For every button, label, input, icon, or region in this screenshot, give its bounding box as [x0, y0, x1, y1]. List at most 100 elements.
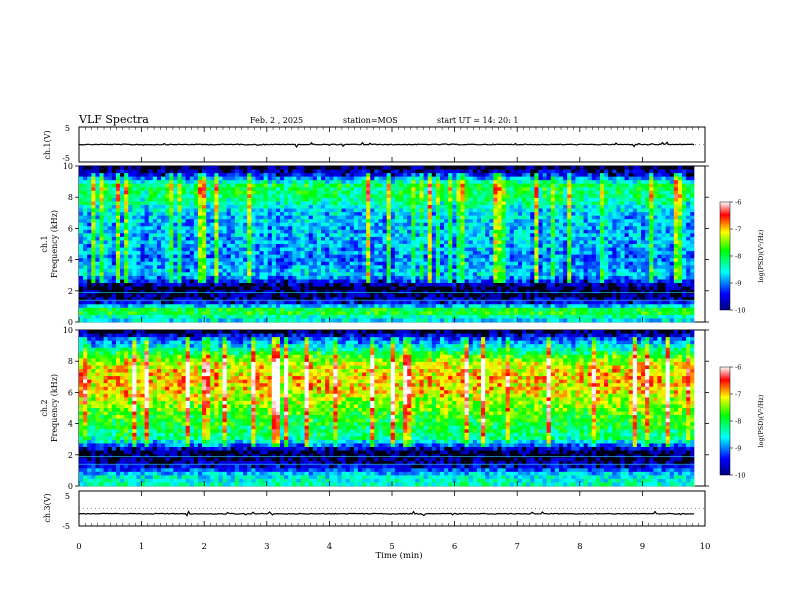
- spectrogram-cell: [99, 205, 104, 209]
- spectrogram-cell: [337, 300, 342, 305]
- spectrogram-cell: [517, 300, 523, 305]
- spectrogram-cell: [509, 226, 515, 231]
- spectrogram-cell: [386, 173, 392, 177]
- spectrogram-cell: [275, 201, 281, 206]
- spectrogram-cell: [378, 286, 383, 291]
- spectrogram-cell: [452, 176, 457, 181]
- spectrogram-cell: [156, 208, 162, 213]
- spectrogram-cell: [337, 215, 342, 220]
- spectrogram-cell: [349, 173, 355, 177]
- spectrogram-cell: [259, 258, 264, 263]
- spectrogram-cell: [489, 304, 494, 309]
- spectrogram-cell: [238, 190, 244, 195]
- spectrogram-cell: [152, 205, 158, 209]
- spectrogram-cell: [202, 190, 207, 195]
- spectrogram-cell: [357, 290, 363, 294]
- spectrogram-cell: [165, 286, 170, 291]
- spectrogram-cell: [255, 226, 260, 231]
- spectrogram-cell: [271, 258, 277, 263]
- spectrogram-cell: [288, 258, 293, 263]
- spectrogram-cell: [206, 254, 211, 259]
- spectrogram-cell: [345, 265, 351, 270]
- spectrogram-cell: [472, 169, 478, 174]
- spectrogram-cell: [243, 247, 248, 252]
- spectrogram-cell: [169, 219, 174, 224]
- spectrogram-cell: [394, 297, 400, 302]
- spectrogram-cell: [440, 307, 445, 312]
- spectrogram-cell: [136, 304, 141, 309]
- spectrogram-cell: [243, 265, 248, 270]
- spectrogram-cell: [202, 201, 207, 206]
- spectrogram-cell: [398, 268, 404, 273]
- spectrogram-cell: [419, 293, 424, 298]
- spectrogram-cell: [353, 190, 359, 195]
- spectrogram-cell: [230, 254, 236, 259]
- spectrogram-cell: [173, 251, 178, 255]
- spectrogram-cell: [325, 304, 330, 309]
- spectrogram-cell: [476, 275, 482, 280]
- spectrogram-cell: [197, 219, 203, 224]
- spectrogram-cell: [300, 244, 305, 248]
- spectrogram-cell: [329, 286, 334, 291]
- spectrogram-cell: [243, 197, 248, 202]
- spectrogram-cell: [99, 208, 104, 213]
- spectrogram-cell: [468, 272, 474, 277]
- spectrogram-cell: [472, 293, 478, 298]
- spectrogram-cell: [161, 194, 166, 199]
- spectrogram-cell: [234, 215, 240, 220]
- spectrogram-cell: [222, 169, 228, 174]
- spectrogram-cell: [333, 190, 338, 195]
- spectrogram-cell: [304, 300, 310, 305]
- spectrogram-cell: [431, 183, 437, 188]
- spectrogram-cell: [255, 244, 260, 248]
- spectrogram-cell: [165, 176, 170, 181]
- spectrogram-cell: [95, 318, 100, 323]
- spectrogram-cell: [206, 314, 211, 319]
- spectrogram-cell: [111, 208, 117, 213]
- spectrogram-cell: [337, 197, 342, 202]
- spectrogram-cell: [345, 272, 351, 277]
- spectrogram-cell: [124, 229, 129, 234]
- spectrogram-cell: [271, 205, 277, 209]
- spectrogram-cell: [288, 194, 293, 199]
- spectrogram-cell: [83, 290, 88, 294]
- spectrogram-cell: [530, 201, 535, 206]
- spectrogram-cell: [197, 194, 203, 199]
- spectrogram-cell: [173, 222, 178, 227]
- spectrogram-cell: [304, 233, 310, 238]
- spectrogram-cell: [177, 194, 182, 199]
- spectrogram-cell: [185, 236, 191, 241]
- spectrogram-cell: [505, 180, 511, 185]
- spectrogram-cell: [132, 240, 137, 245]
- spectrogram-cell: [431, 251, 437, 255]
- spectrogram-cell: [456, 261, 461, 266]
- spectrogram-cell: [485, 290, 490, 294]
- spectrogram-cell: [144, 304, 150, 309]
- spectrogram-cell: [362, 297, 367, 302]
- spectrogram-cell: [444, 190, 449, 195]
- spectrogram-cell: [534, 194, 539, 199]
- spectrogram-cell: [530, 318, 535, 323]
- spectrogram-cell: [255, 173, 260, 177]
- spectrogram-cell: [522, 194, 527, 199]
- spectrogram-cell: [353, 286, 359, 291]
- spectrogram-cell: [238, 297, 244, 302]
- spectrogram-cell: [357, 183, 363, 188]
- spectrogram-cell: [374, 258, 379, 263]
- spectrogram-cell: [206, 272, 211, 277]
- spectrogram-cell: [173, 215, 178, 220]
- spectrogram-cell: [362, 283, 367, 287]
- spectrogram-cell: [243, 226, 248, 231]
- spectrogram-cell: [337, 297, 342, 302]
- spectrogram-cell: [91, 307, 96, 312]
- spectrogram-cell: [366, 254, 371, 259]
- spectrogram-cell: [472, 197, 478, 202]
- spectrogram-cell: [316, 215, 322, 220]
- spectrogram-cell: [505, 244, 511, 248]
- spectrogram-cell: [403, 279, 408, 284]
- spectrogram-cell: [505, 275, 511, 280]
- spectrogram-cell: [407, 187, 412, 192]
- spectrogram-cell: [509, 297, 515, 302]
- spectrogram-cell: [152, 279, 158, 284]
- spectrogram-cell: [316, 297, 322, 302]
